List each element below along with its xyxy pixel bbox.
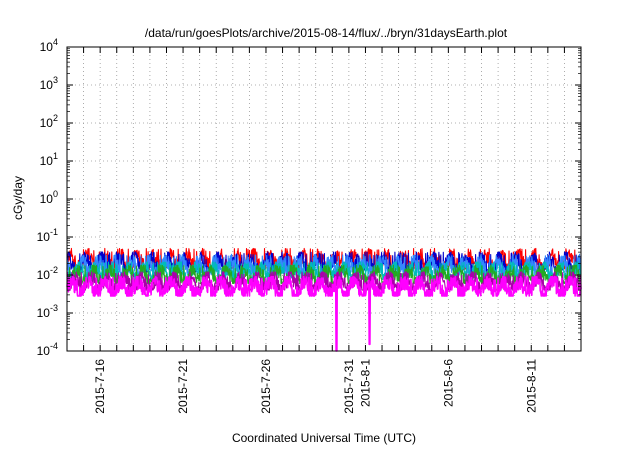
x-axis-label: Coordinated Universal Time (UTC) (232, 431, 416, 445)
y-tick-label: 102 (40, 113, 58, 130)
y-tick-label: 10-1 (37, 227, 58, 244)
x-tick-label: 2015-8-1 (358, 359, 372, 407)
x-tick-label: 2015-7-16 (93, 359, 107, 414)
grid (67, 47, 581, 351)
y-tick-label: 104 (40, 37, 58, 54)
chart-title: /data/run/goesPlots/archive/2015-08-14/f… (145, 26, 508, 40)
x-axis: 2015-7-16 2015-7-21 2015-7-26 2015-7-31 2015… (83, 47, 565, 414)
x-tick-label: 2015-8-6 (441, 359, 455, 407)
y-tick-label: 10-2 (37, 265, 58, 282)
y-axis-label: cGy/day (11, 176, 25, 220)
y-tick-label: 101 (40, 151, 58, 168)
y-tick-label: 100 (40, 189, 58, 206)
x-tick-label: 2015-7-31 (342, 359, 356, 414)
y-tick-label: 10-3 (37, 303, 58, 320)
x-tick-label: 2015-7-21 (176, 359, 190, 414)
y-tick-label: 103 (40, 75, 58, 92)
y-tick-label: 10-4 (37, 341, 58, 358)
x-tick-label: 2015-8-11 (524, 359, 538, 413)
x-tick-label: 2015-7-26 (259, 359, 273, 414)
series-layer (66, 247, 582, 352)
series-line-7 (66, 275, 582, 352)
